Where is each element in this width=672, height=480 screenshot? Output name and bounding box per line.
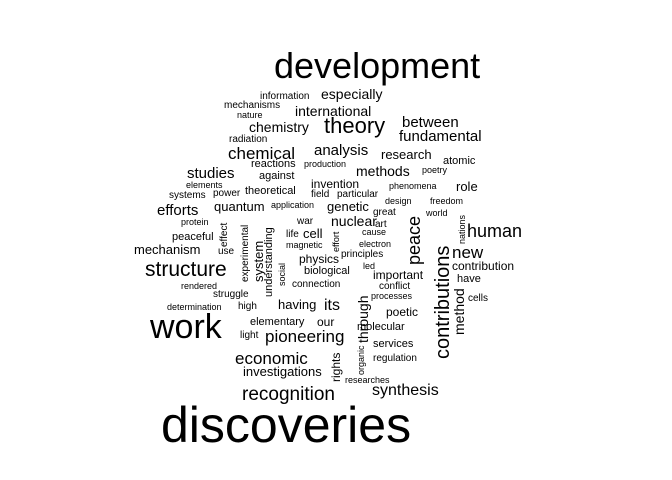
word-our: our — [317, 315, 335, 329]
word-cause: cause — [362, 227, 387, 237]
word-human: human — [467, 221, 523, 241]
word-nations: nations — [457, 214, 467, 244]
word-art: art — [375, 219, 387, 230]
word-rendered: rendered — [181, 281, 218, 291]
word-design: design — [385, 196, 412, 206]
word-reactions: reactions — [251, 158, 296, 170]
word-cells: cells — [468, 293, 489, 304]
word-experimental: experimental — [240, 224, 251, 282]
word-economic: economic — [235, 349, 308, 368]
word-field: field — [311, 189, 330, 200]
word-regulation: regulation — [373, 353, 417, 364]
word-methods: methods — [356, 163, 410, 179]
word-having: having — [278, 297, 317, 312]
word-struggle: struggle — [213, 289, 249, 300]
word-mechanism: mechanism — [134, 242, 201, 257]
word-war: war — [297, 216, 314, 227]
word-theory: theory — [324, 113, 386, 138]
word-work: work — [150, 308, 222, 346]
word-investigations: investigations — [243, 364, 322, 379]
word-quantum: quantum — [214, 199, 265, 214]
word-cell: cell — [303, 226, 323, 241]
word-especially: especially — [321, 86, 383, 102]
word-use: use — [218, 246, 235, 257]
word-information: information — [260, 91, 310, 102]
word-effort: effort — [331, 231, 341, 252]
word-application: application — [271, 200, 315, 210]
word-atomic: atomic — [443, 155, 476, 167]
word-studies: studies — [187, 165, 235, 182]
word-fundamental: fundamental — [399, 128, 482, 145]
word-systems: systems — [169, 190, 206, 201]
word-invention: invention — [311, 177, 360, 191]
word-understanding: understanding — [263, 227, 275, 297]
word-through: through — [355, 295, 371, 343]
word-magnetic: magnetic — [286, 240, 323, 250]
word-chemistry: chemistry — [249, 119, 309, 135]
word-physics: physics — [299, 252, 340, 266]
word-method: method — [451, 288, 467, 335]
word-organic: organic — [356, 345, 366, 375]
word-nuclear: nuclear — [331, 213, 377, 229]
word-poetic: poetic — [386, 305, 419, 319]
word-contributions: contributions — [432, 245, 454, 359]
word-elements: elements — [186, 180, 223, 190]
word-molecular: molecular — [357, 321, 405, 333]
word-social: social — [277, 262, 287, 286]
word-peace: peace — [404, 215, 424, 265]
word-contribution: contribution — [452, 259, 515, 273]
word-nature: nature — [237, 110, 263, 120]
word-between: between — [402, 114, 459, 131]
word-power: power — [213, 188, 241, 199]
word-phenomena: phenomena — [389, 181, 437, 191]
word-conflict: conflict — [379, 281, 411, 292]
word-great: great — [373, 207, 396, 218]
word-synthesis: synthesis — [372, 382, 439, 399]
word-recognition: recognition — [242, 384, 335, 405]
word-radiation: radiation — [229, 134, 268, 145]
word-electron: electron — [359, 239, 392, 249]
word-international: international — [295, 103, 372, 119]
word-freedom: freedom — [430, 196, 464, 206]
word-structure: structure — [145, 258, 227, 281]
word-rights: rights — [329, 352, 343, 382]
word-efforts: efforts — [157, 202, 199, 219]
word-led: led — [363, 261, 376, 271]
word-analysis: analysis — [314, 142, 369, 159]
word-chemical: chemical — [228, 144, 296, 163]
word-elementary: elementary — [250, 316, 305, 328]
word-peaceful: peaceful — [172, 231, 214, 243]
word-world: world — [426, 208, 448, 218]
word-discoveries: discoveries — [161, 397, 412, 453]
word-principles: principles — [341, 249, 384, 260]
word-pioneering: pioneering — [265, 327, 345, 346]
word-processes: processes — [371, 291, 413, 301]
word-determination: determination — [167, 302, 222, 312]
word-against: against — [259, 170, 295, 182]
word-have: have — [457, 273, 481, 285]
word-mechanisms: mechanisms — [224, 100, 281, 111]
word-poetry: poetry — [422, 165, 448, 175]
word-theoretical: theoretical — [245, 185, 296, 197]
word-research: research — [381, 147, 432, 162]
word-important: important — [373, 268, 424, 282]
word-researches: researches — [345, 375, 390, 385]
word-its: its — [324, 297, 340, 314]
word-production: production — [304, 159, 347, 169]
word-development: development — [274, 45, 481, 86]
word-protein: protein — [181, 217, 209, 227]
word-particular: particular — [337, 189, 379, 200]
word-high: high — [238, 301, 257, 312]
word-services: services — [373, 338, 414, 350]
word-genetic: genetic — [327, 199, 369, 214]
word-connection: connection — [292, 279, 341, 290]
word-role: role — [456, 179, 478, 194]
word-light: light — [240, 330, 259, 341]
word-life: life — [286, 229, 299, 240]
word-effect: effect — [219, 222, 230, 247]
word-new: new — [452, 243, 484, 262]
word-biological: biological — [304, 265, 350, 277]
